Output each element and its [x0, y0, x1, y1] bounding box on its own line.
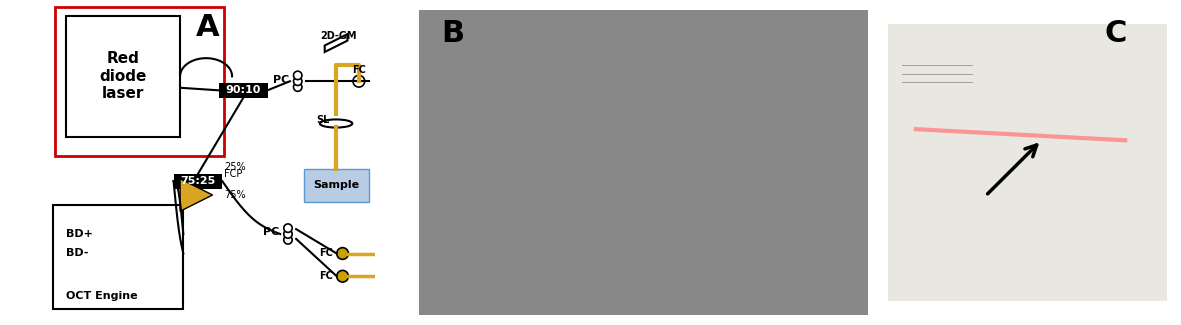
Text: PC: PC — [273, 75, 289, 84]
Circle shape — [283, 236, 292, 244]
Circle shape — [283, 224, 292, 232]
Text: BD-: BD- — [66, 249, 89, 258]
Text: FC: FC — [319, 249, 333, 258]
Text: C: C — [1104, 19, 1127, 48]
Circle shape — [294, 83, 302, 91]
Polygon shape — [325, 34, 347, 52]
FancyBboxPatch shape — [419, 10, 868, 315]
Text: PC: PC — [263, 227, 279, 237]
Text: 75%: 75% — [224, 190, 246, 200]
Text: SL: SL — [317, 115, 329, 125]
Circle shape — [353, 75, 365, 87]
Ellipse shape — [320, 120, 352, 127]
FancyBboxPatch shape — [66, 16, 180, 136]
Polygon shape — [180, 179, 213, 211]
Text: BD+: BD+ — [66, 229, 93, 239]
Text: 90:10: 90:10 — [226, 85, 261, 95]
Text: FCP: FCP — [224, 169, 242, 179]
Circle shape — [294, 77, 302, 85]
FancyBboxPatch shape — [174, 174, 222, 188]
Text: 75:25: 75:25 — [181, 176, 216, 186]
Text: A: A — [196, 13, 220, 42]
Text: FC: FC — [352, 65, 366, 75]
FancyBboxPatch shape — [304, 169, 368, 202]
Text: OCT Engine: OCT Engine — [66, 291, 138, 301]
FancyBboxPatch shape — [220, 83, 268, 98]
Text: 2D-GM: 2D-GM — [320, 31, 357, 41]
Circle shape — [283, 230, 292, 238]
Circle shape — [337, 248, 348, 259]
Text: FC: FC — [319, 271, 333, 281]
FancyBboxPatch shape — [53, 205, 183, 309]
Text: B: B — [442, 19, 465, 48]
Text: Red
diode
laser: Red diode laser — [99, 51, 146, 101]
Circle shape — [337, 270, 348, 282]
Text: 25%: 25% — [224, 162, 246, 172]
Text: Sample: Sample — [313, 180, 359, 190]
FancyBboxPatch shape — [888, 24, 1167, 301]
Circle shape — [294, 71, 302, 80]
